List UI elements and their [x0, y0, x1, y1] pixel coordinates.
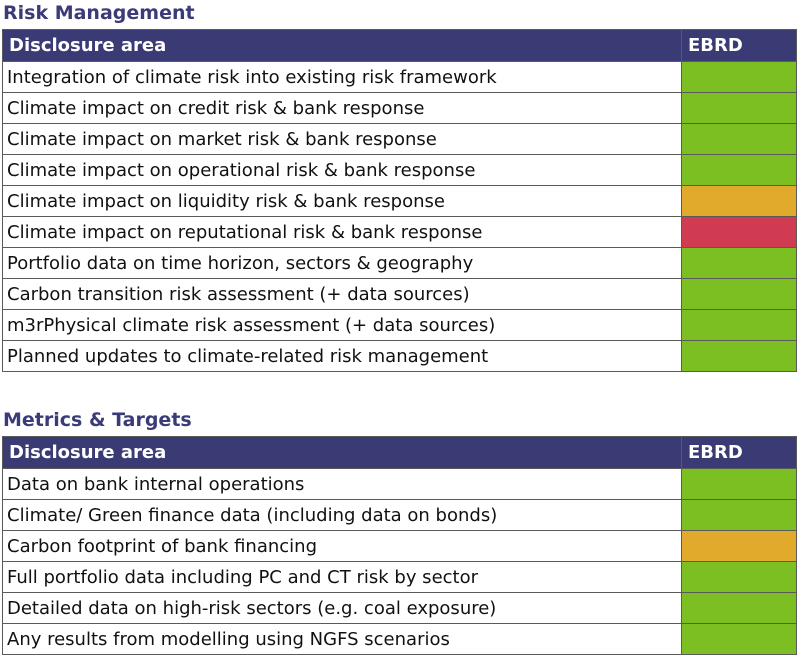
disclosure-area-cell: Data on bank internal operations	[2, 468, 682, 500]
ebrd-status-cell-green	[681, 623, 797, 655]
disclosure-area-cell: Climate impact on operational risk & ban…	[2, 154, 682, 186]
table-row: Detailed data on high-risk sectors (e.g.…	[2, 592, 797, 624]
table-row: Climate/ Green finance data (including d…	[2, 499, 797, 531]
ebrd-status-cell-green	[681, 499, 797, 531]
ebrd-status-cell-green	[681, 92, 797, 124]
table-row: Any results from modelling using NGFS sc…	[2, 623, 797, 655]
table-header-row: Disclosure area EBRD	[2, 29, 797, 62]
disclosure-area-cell: Any results from modelling using NGFS sc…	[2, 623, 682, 655]
disclosure-area-cell: m3rPhysical climate risk assessment (+ d…	[2, 309, 682, 341]
ebrd-status-cell-green	[681, 561, 797, 593]
ebrd-status-cell-green	[681, 61, 797, 93]
disclosure-area-cell: Planned updates to climate-related risk …	[2, 340, 682, 372]
ebrd-status-cell-green	[681, 278, 797, 310]
disclosure-area-cell: Carbon footprint of bank financing	[2, 530, 682, 562]
table-row: Planned updates to climate-related risk …	[2, 340, 797, 372]
disclosure-area-cell: Climate impact on liquidity risk & bank …	[2, 185, 682, 217]
ebrd-status-cell-green	[681, 123, 797, 155]
disclosure-area-cell: Detailed data on high-risk sectors (e.g.…	[2, 592, 682, 624]
disclosure-area-cell: Climate/ Green finance data (including d…	[2, 499, 682, 531]
disclosure-area-cell: Climate impact on credit risk & bank res…	[2, 92, 682, 124]
metrics-targets-table: Disclosure area EBRD Data on bank intern…	[2, 436, 797, 655]
table-row: Climate impact on liquidity risk & bank …	[2, 185, 797, 217]
disclosure-area-cell: Full portfolio data including PC and CT …	[2, 561, 682, 593]
risk-management-table: Disclosure area EBRD Integration of clim…	[2, 29, 797, 372]
section-title-risk-management: Risk Management	[3, 2, 195, 24]
table-row: Climate impact on operational risk & ban…	[2, 154, 797, 186]
table-row: Integration of climate risk into existin…	[2, 61, 797, 93]
table-row: Climate impact on reputational risk & ba…	[2, 216, 797, 248]
table-row: Data on bank internal operations	[2, 468, 797, 500]
table-row: Portfolio data on time horizon, sectors …	[2, 247, 797, 279]
table-row: m3rPhysical climate risk assessment (+ d…	[2, 309, 797, 341]
table-row: Carbon footprint of bank financing	[2, 530, 797, 562]
header-ebrd: EBRD	[681, 29, 797, 62]
ebrd-status-cell-green	[681, 340, 797, 372]
ebrd-status-cell-amber	[681, 530, 797, 562]
disclosure-area-cell: Carbon transition risk assessment (+ dat…	[2, 278, 682, 310]
table-row: Climate impact on credit risk & bank res…	[2, 92, 797, 124]
ebrd-status-cell-amber	[681, 185, 797, 217]
ebrd-status-cell-red	[681, 216, 797, 248]
disclosure-area-cell: Climate impact on reputational risk & ba…	[2, 216, 682, 248]
disclosure-area-cell: Integration of climate risk into existin…	[2, 61, 682, 93]
table-header-row: Disclosure area EBRD	[2, 436, 797, 469]
ebrd-status-cell-green	[681, 154, 797, 186]
section-title-metrics-targets: Metrics & Targets	[3, 409, 192, 431]
ebrd-status-cell-green	[681, 468, 797, 500]
table-row: Carbon transition risk assessment (+ dat…	[2, 278, 797, 310]
ebrd-status-cell-green	[681, 592, 797, 624]
table-row: Climate impact on market risk & bank res…	[2, 123, 797, 155]
header-disclosure-area: Disclosure area	[2, 436, 682, 469]
disclosure-area-cell: Climate impact on market risk & bank res…	[2, 123, 682, 155]
ebrd-status-cell-green	[681, 247, 797, 279]
table-row: Full portfolio data including PC and CT …	[2, 561, 797, 593]
disclosure-area-cell: Portfolio data on time horizon, sectors …	[2, 247, 682, 279]
ebrd-status-cell-green	[681, 309, 797, 341]
header-ebrd: EBRD	[681, 436, 797, 469]
header-disclosure-area: Disclosure area	[2, 29, 682, 62]
